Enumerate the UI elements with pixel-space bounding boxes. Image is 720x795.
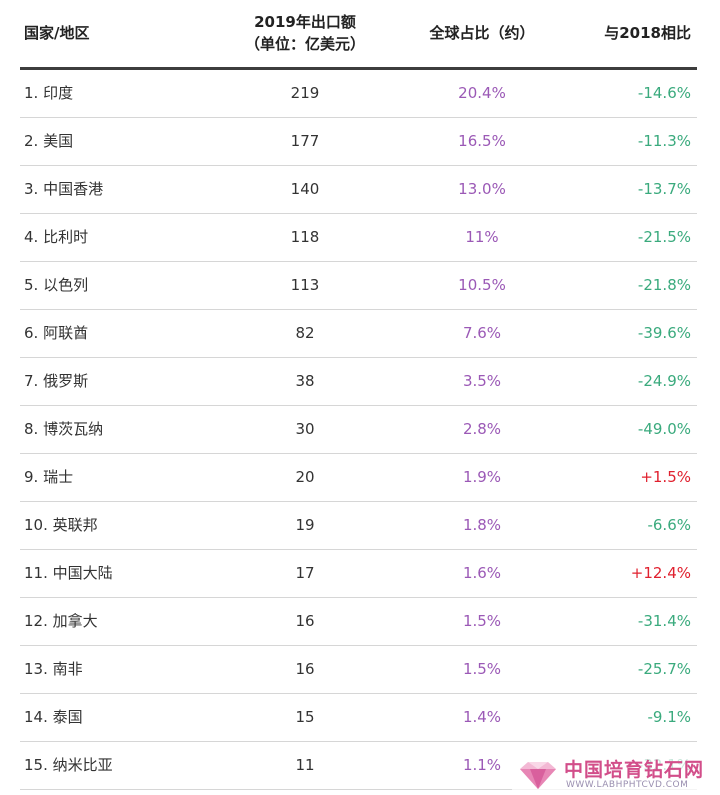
export-table: 国家/地区 2019年出口额 （单位：亿美元） 全球占比（约） 与2018相比 … bbox=[20, 0, 697, 790]
cell-change: +12.4% bbox=[630, 564, 691, 582]
cell-country: 2. 美国 bbox=[24, 132, 74, 150]
table-row: 7. 俄罗斯 38 3.5% -24.9% bbox=[20, 358, 697, 406]
cell-share: 10.5% bbox=[458, 276, 506, 294]
table-row: 11. 中国大陆 17 1.6% +12.4% bbox=[20, 550, 697, 598]
cell-export: 82 bbox=[295, 324, 315, 342]
cell-country: 15. 纳米比亚 bbox=[24, 756, 113, 774]
cell-country: 1. 印度 bbox=[24, 84, 74, 102]
cell-country: 13. 南非 bbox=[24, 660, 83, 678]
table-row: 8. 博茨瓦纳 30 2.8% -49.0% bbox=[20, 406, 697, 454]
cell-country: 10. 英联邦 bbox=[24, 516, 98, 534]
cell-change: -49.0% bbox=[637, 420, 691, 438]
cell-share: 13.0% bbox=[458, 180, 506, 198]
cell-country: 12. 加拿大 bbox=[24, 612, 98, 630]
cell-country: 6. 阿联酋 bbox=[24, 324, 89, 342]
table-header: 国家/地区 2019年出口额 （单位：亿美元） 全球占比（约） 与2018相比 bbox=[20, 0, 697, 70]
cell-export: 30 bbox=[295, 420, 315, 438]
cell-share: 2.8% bbox=[462, 420, 502, 438]
cell-change: -25.7% bbox=[637, 660, 691, 678]
cell-export: 11 bbox=[295, 756, 315, 774]
header-share: 全球占比（约） bbox=[429, 24, 535, 42]
table-row: 12. 加拿大 16 1.5% -31.4% bbox=[20, 598, 697, 646]
diamond-logo-icon bbox=[520, 762, 556, 789]
cell-country: 5. 以色列 bbox=[24, 276, 89, 294]
cell-share: 3.5% bbox=[462, 372, 502, 390]
cell-country: 9. 瑞士 bbox=[24, 468, 74, 486]
table-row: 10. 英联邦 19 1.8% -6.6% bbox=[20, 502, 697, 550]
cell-share: 20.4% bbox=[458, 84, 506, 102]
watermark: 中国培育钻石网 WWW.LABHPHTCVD.COM bbox=[512, 755, 720, 795]
cell-change: -13.7% bbox=[637, 180, 691, 198]
table-row: 3. 中国香港 140 13.0% -13.7% bbox=[20, 166, 697, 214]
cell-change: -31.4% bbox=[637, 612, 691, 630]
cell-change: -9.1% bbox=[647, 708, 691, 726]
cell-change: -21.5% bbox=[637, 228, 691, 246]
cell-change: -14.6% bbox=[637, 84, 691, 102]
watermark-url: WWW.LABHPHTCVD.COM bbox=[566, 780, 689, 790]
cell-share: 1.5% bbox=[462, 612, 502, 630]
table-row: 1. 印度 219 20.4% -14.6% bbox=[20, 70, 697, 118]
cell-export: 219 bbox=[290, 84, 320, 102]
table-row: 14. 泰国 15 1.4% -9.1% bbox=[20, 694, 697, 742]
cell-export: 118 bbox=[290, 228, 320, 246]
table-body: 1. 印度 219 20.4% -14.6% 2. 美国 177 16.5% -11.3% 3.… bbox=[20, 70, 697, 790]
cell-change: +1.5% bbox=[640, 468, 691, 486]
table-row: 5. 以色列 113 10.5% -21.8% bbox=[20, 262, 697, 310]
cell-country: 14. 泰国 bbox=[24, 708, 83, 726]
cell-change: -21.8% bbox=[637, 276, 691, 294]
cell-export: 38 bbox=[295, 372, 315, 390]
cell-export: 17 bbox=[295, 564, 315, 582]
header-export-line2: （单位：亿美元） bbox=[244, 35, 365, 53]
cell-share: 1.5% bbox=[462, 660, 502, 678]
cell-share: 1.8% bbox=[462, 516, 502, 534]
cell-change: -39.6% bbox=[637, 324, 691, 342]
cell-export: 113 bbox=[290, 276, 320, 294]
table-row: 13. 南非 16 1.5% -25.7% bbox=[20, 646, 697, 694]
cell-share: 11% bbox=[465, 228, 499, 246]
cell-share: 1.6% bbox=[462, 564, 502, 582]
cell-country: 3. 中国香港 bbox=[24, 180, 104, 198]
cell-country: 11. 中国大陆 bbox=[24, 564, 113, 582]
cell-export: 177 bbox=[290, 132, 320, 150]
cell-country: 8. 博茨瓦纳 bbox=[24, 420, 104, 438]
cell-country: 7. 俄罗斯 bbox=[24, 372, 89, 390]
cell-share: 1.4% bbox=[462, 708, 502, 726]
cell-export: 16 bbox=[295, 660, 315, 678]
cell-country: 4. 比利时 bbox=[24, 228, 89, 246]
table-row: 2. 美国 177 16.5% -11.3% bbox=[20, 118, 697, 166]
cell-export: 16 bbox=[295, 612, 315, 630]
header-export-line1: 2019年出口额 bbox=[254, 13, 356, 31]
cell-change: -6.6% bbox=[647, 516, 691, 534]
cell-share: 16.5% bbox=[458, 132, 506, 150]
watermark-title: 中国培育钻石网 bbox=[564, 759, 705, 781]
cell-export: 19 bbox=[295, 516, 315, 534]
table-row: 9. 瑞士 20 1.9% +1.5% bbox=[20, 454, 697, 502]
cell-export: 15 bbox=[295, 708, 315, 726]
table-row: 6. 阿联酋 82 7.6% -39.6% bbox=[20, 310, 697, 358]
header-country: 国家/地区 bbox=[24, 24, 90, 42]
cell-share: 1.1% bbox=[462, 756, 502, 774]
cell-export: 140 bbox=[290, 180, 320, 198]
cell-share: 1.9% bbox=[462, 468, 502, 486]
header-compare: 与2018相比 bbox=[604, 24, 691, 42]
cell-export: 20 bbox=[295, 468, 315, 486]
header-export: 2019年出口额 （单位：亿美元） bbox=[215, 11, 395, 55]
table-row: 4. 比利时 118 11% -21.5% bbox=[20, 214, 697, 262]
cell-share: 7.6% bbox=[462, 324, 502, 342]
cell-change: -24.9% bbox=[637, 372, 691, 390]
cell-change: -11.3% bbox=[637, 132, 691, 150]
